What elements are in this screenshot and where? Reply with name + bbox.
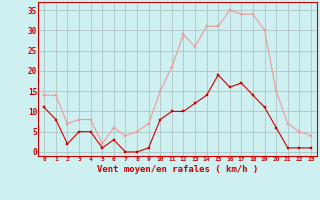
X-axis label: Vent moyen/en rafales ( km/h ): Vent moyen/en rafales ( km/h ) — [97, 165, 258, 174]
